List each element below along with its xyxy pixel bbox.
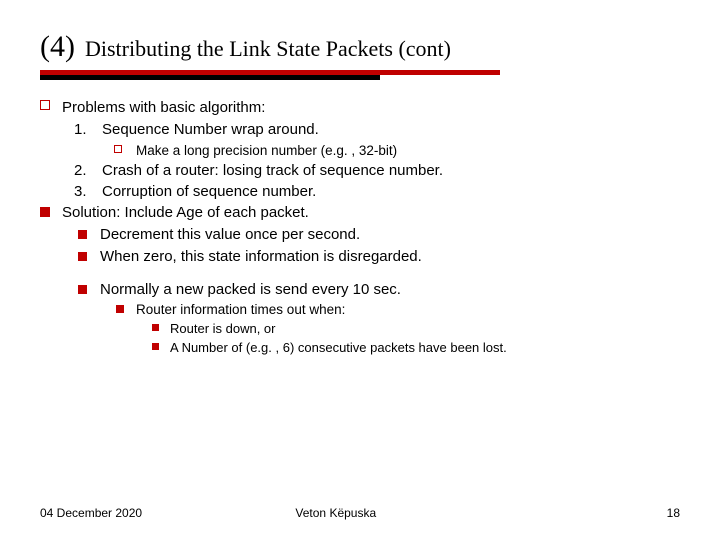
timeout-item: Router is down, or [40, 320, 680, 338]
problem-subtext: Make a long precision number (e.g. , 32-… [136, 143, 397, 158]
solution-normally-text: Normally a new packed is send every 10 s… [100, 281, 401, 298]
problem-text: Corruption of sequence number. [102, 183, 316, 200]
open-square-icon [40, 100, 50, 110]
solid-square-icon [152, 343, 159, 350]
slide-footer: 04 December 2020 Veton Këpuska 18 [40, 506, 680, 520]
list-number: 2. [74, 161, 87, 181]
problems-heading-text: Problems with basic algorithm: [62, 99, 265, 116]
timeout-item-text: A Number of (e.g. , 6) consecutive packe… [170, 340, 507, 355]
problem-text: Crash of a router: losing track of seque… [102, 162, 443, 179]
footer-page: 18 [667, 506, 680, 520]
solid-square-icon [78, 252, 87, 261]
solid-square-icon [78, 230, 87, 239]
solid-square-icon [78, 285, 87, 294]
solution-bullet-text: When zero, this state information is dis… [100, 248, 422, 265]
timeout-item: A Number of (e.g. , 6) consecutive packe… [40, 339, 680, 357]
footer-author: Veton Këpuska [295, 506, 376, 520]
problem-item: 1. Sequence Number wrap around. [40, 120, 680, 140]
solution-heading: Solution: Include Age of each packet. [40, 203, 680, 223]
solution-bullet-text: Decrement this value once per second. [100, 226, 360, 243]
solution-heading-text: Solution: Include Age of each packet. [62, 204, 309, 221]
solution-normally: Normally a new packed is send every 10 s… [40, 280, 680, 300]
list-number: 1. [74, 120, 87, 140]
footer-date: 04 December 2020 [40, 506, 142, 520]
slide-title: (4) Distributing the Link State Packets … [40, 30, 680, 64]
solid-square-icon [40, 207, 50, 217]
timeout-heading-text: Router information times out when: [136, 302, 345, 317]
timeout-item-text: Router is down, or [170, 321, 276, 336]
solid-square-icon [116, 305, 124, 313]
problem-subitem: Make a long precision number (e.g. , 32-… [40, 142, 680, 160]
slide-content: Problems with basic algorithm: 1. Sequen… [40, 98, 680, 357]
timeout-heading: Router information times out when: [40, 301, 680, 319]
problem-item: 3. Corruption of sequence number. [40, 182, 680, 202]
problem-item: 2. Crash of a router: losing track of se… [40, 161, 680, 181]
problem-text: Sequence Number wrap around. [102, 121, 319, 138]
title-text: Distributing the Link State Packets (con… [85, 36, 451, 62]
title-number: (4) [40, 30, 75, 64]
solution-bullet: When zero, this state information is dis… [40, 247, 680, 267]
title-underline [40, 70, 680, 76]
solid-square-icon [152, 324, 159, 331]
solution-bullet: Decrement this value once per second. [40, 225, 680, 245]
list-number: 3. [74, 182, 87, 202]
problems-heading: Problems with basic algorithm: [40, 98, 680, 118]
open-square-icon [114, 145, 122, 153]
